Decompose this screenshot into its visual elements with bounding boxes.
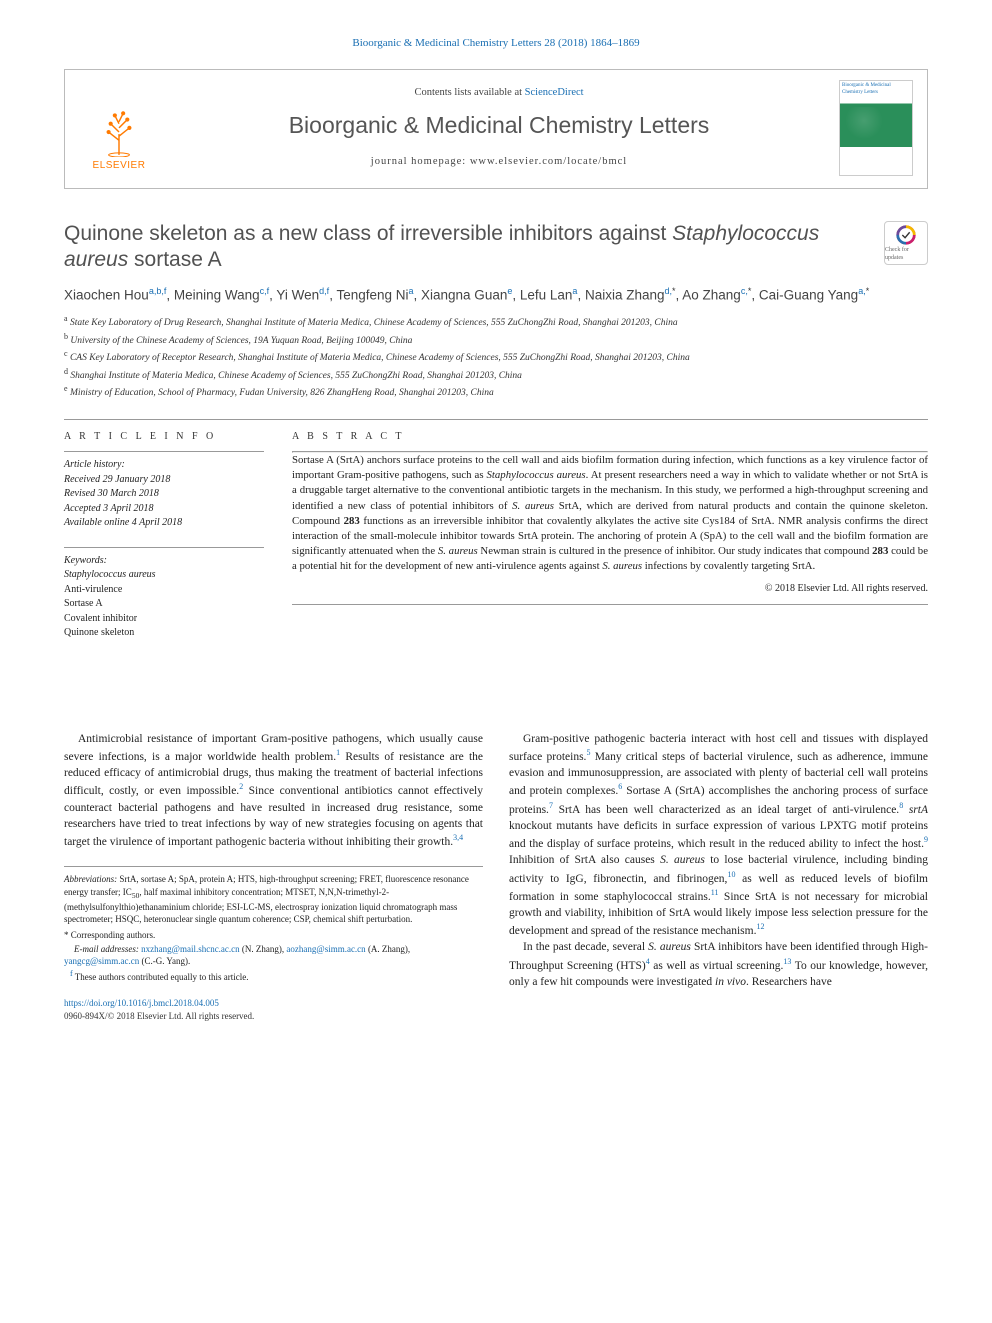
affiliations: a a State Key Laboratory of Drug Researc… — [64, 313, 928, 400]
check-updates-icon — [895, 224, 917, 246]
history-accepted: Accepted 3 April 2018 — [64, 502, 264, 517]
author-list: Xiaochen Houa,b,f, Meining Wangc,f, Yi W… — [64, 285, 928, 305]
affil-a: State Key Laboratory of Drug Research, S… — [70, 319, 678, 329]
publisher-logo: ELSEVIER — [79, 83, 159, 173]
header-citation: Bioorganic & Medicinal Chemistry Letters… — [64, 36, 928, 51]
abstract-head: A B S T R A C T — [292, 424, 928, 444]
body-col-right: Gram-positive pathogenic bacteria intera… — [509, 731, 928, 1023]
body-para: Gram-positive pathogenic bacteria intera… — [509, 731, 928, 940]
journal-homepage: journal homepage: www.elsevier.com/locat… — [173, 155, 825, 169]
affil-b: University of the Chinese Academy of Sci… — [70, 336, 412, 346]
article-info-sidebar: A R T I C L E I N F O Article history: R… — [64, 424, 264, 641]
publisher-name: ELSEVIER — [93, 159, 146, 173]
contents-line: Contents lists available at ScienceDirec… — [173, 86, 825, 100]
doi-link[interactable]: https://doi.org/10.1016/j.bmcl.2018.04.0… — [64, 998, 219, 1008]
journal-url[interactable]: www.elsevier.com/locate/bmcl — [470, 156, 627, 167]
keyword: Covalent inhibitor — [64, 612, 264, 627]
keywords-label: Keywords: — [64, 554, 264, 569]
affil-c: CAS Key Laboratory of Receptor Research,… — [70, 353, 690, 363]
check-updates-badge[interactable]: Check for updates — [884, 221, 928, 265]
journal-cover-thumb: Bioorganic & Medicinal Chemistry Letters — [839, 80, 913, 176]
corresponding-label: * Corresponding authors. — [64, 929, 483, 941]
history-online: Available online 4 April 2018 — [64, 516, 264, 531]
equal-contrib: f f These authors contributed equally to… — [64, 969, 483, 983]
journal-name: Bioorganic & Medicinal Chemistry Letters — [173, 110, 825, 141]
body-para: In the past decade, several S. aureus Sr… — [509, 939, 928, 990]
abstract-block: A B S T R A C T Sortase A (SrtA) anchors… — [292, 424, 928, 641]
article-info-head: A R T I C L E I N F O — [64, 424, 264, 444]
affil-e: Ministry of Education, School of Pharmac… — [70, 388, 494, 398]
email-addresses: E-mail addresses: nxzhang@mail.shcnc.ac.… — [64, 943, 483, 967]
abstract-copyright: © 2018 Elsevier Ltd. All rights reserved… — [292, 582, 928, 596]
abstract-text: Sortase A (SrtA) anchors surface protein… — [292, 453, 928, 574]
keyword: Quinone skeleton — [64, 626, 264, 641]
history-revised: Revised 30 March 2018 — [64, 487, 264, 502]
footnotes: Abbreviations: SrtA, sortase A; SpA, pro… — [64, 866, 483, 983]
history-received: Received 29 January 2018 — [64, 473, 264, 488]
journal-masthead: ELSEVIER Contents lists available at Sci… — [64, 69, 928, 189]
history-label: Article history: — [64, 458, 264, 473]
affil-d: Shanghai Institute of Materia Medica, Ch… — [70, 371, 522, 381]
keyword: Anti-virulence — [64, 583, 264, 598]
keyword: Staphylococcus aureus — [64, 568, 264, 583]
sciencedirect-link[interactable]: ScienceDirect — [525, 87, 584, 98]
abbreviations: Abbreviations: SrtA, sortase A; SpA, pro… — [64, 873, 483, 924]
keyword: Sortase A — [64, 597, 264, 612]
elsevier-tree-icon — [98, 105, 140, 157]
article-title: Quinone skeleton as a new class of irrev… — [64, 221, 872, 274]
body-col-left: Antimicrobial resistance of important Gr… — [64, 731, 483, 1023]
doi-block: https://doi.org/10.1016/j.bmcl.2018.04.0… — [64, 997, 483, 1022]
issn-copyright: 0960-894X/© 2018 Elsevier Ltd. All right… — [64, 1011, 254, 1021]
body-para: Antimicrobial resistance of important Gr… — [64, 731, 483, 851]
